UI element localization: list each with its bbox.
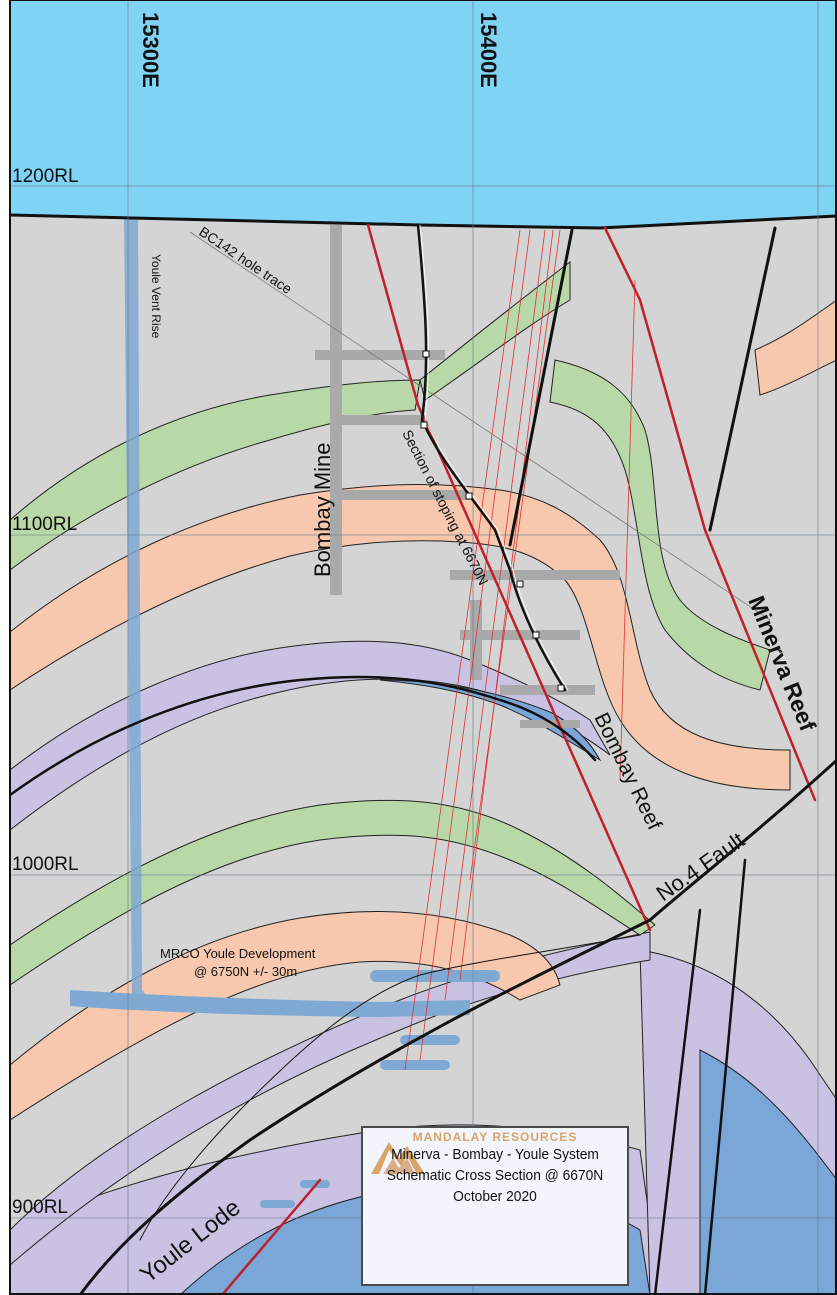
bombay-mine-label: Bombay Mine — [310, 442, 335, 577]
easting-15400-label: 15400E — [476, 12, 501, 88]
upper-green-band-left — [10, 379, 421, 571]
company-name: MANDALAY RESOURCES — [412, 1130, 578, 1144]
ground-surface — [10, 213, 837, 230]
youle-lavender-band — [10, 931, 651, 1266]
structures — [10, 223, 837, 1295]
anticline-fault — [10, 675, 597, 797]
rl-1100-label: 1100RL — [12, 514, 77, 535]
upper-lavender-band — [10, 640, 611, 831]
fault-a — [508, 228, 574, 547]
sky-above-surface — [10, 0, 837, 228]
lower-salmon-band — [10, 911, 561, 1121]
green-band-right — [549, 359, 771, 691]
youle-vent-rise — [124, 215, 150, 1000]
rl-900-label: 900RL — [12, 1197, 68, 1218]
title-line-2: Schematic Cross Section @ 6670N — [386, 1167, 604, 1184]
youle-vent-rise-label: Youle Vent Rise — [149, 254, 163, 339]
bombay-mine-workings — [315, 225, 620, 728]
upper-salmon-band — [10, 484, 791, 791]
title-block: MANDALAY RESOURCES Minerva - Bombay - Yo… — [361, 1126, 629, 1286]
bc142-hole-trace-line — [189, 231, 771, 621]
youle-dev-label-2: @ 6750N +/- 30m — [194, 964, 297, 979]
stoping-nodes — [420, 350, 565, 692]
youle-dev-label-1: MRCO Youle Development — [160, 946, 316, 961]
fault-c — [653, 908, 702, 1295]
section-frame — [9, 0, 837, 1295]
youle-lode-red — [220, 1178, 322, 1295]
title-line-1: Minerva - Bombay - Youle System — [391, 1146, 599, 1163]
upper-green-band-mid — [419, 260, 571, 401]
minerva-reef — [603, 226, 817, 802]
rl-1000-label: 1000RL — [12, 854, 79, 875]
title-line-3: October 2020 — [453, 1188, 537, 1205]
rl-1200-label: 1200RL — [12, 166, 79, 187]
no4-fault — [78, 758, 837, 1295]
mandalay-logo-icon — [371, 1142, 425, 1174]
stoping-section-outline — [416, 223, 567, 692]
easting-15300-label: 15300E — [138, 12, 163, 88]
bombay-reef — [366, 223, 652, 932]
lower-green-band — [10, 799, 656, 986]
fault-d — [703, 858, 747, 1295]
youle-development-workings — [70, 970, 500, 1208]
salmon-patch-right — [754, 299, 837, 396]
fault-b — [708, 226, 777, 532]
youle-thin-line — [139, 934, 641, 1241]
